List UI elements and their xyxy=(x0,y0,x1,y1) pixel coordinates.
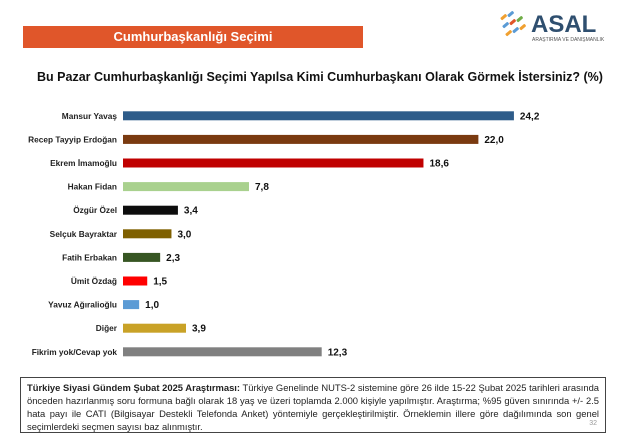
banner-title: Cumhurbaşkanlığı Seçimi xyxy=(23,26,363,48)
value-label: 22,0 xyxy=(484,135,504,146)
chart-title: Bu Pazar Cumhurbaşkanlığı Seçimi Yapılsa… xyxy=(37,70,603,84)
bar xyxy=(123,347,322,357)
bar xyxy=(123,323,186,333)
category-label: Mansur Yavaş xyxy=(62,111,118,121)
value-label: 3,9 xyxy=(192,324,206,335)
methodology-note: Türkiye Siyasi Gündem Şubat 2025 Araştır… xyxy=(20,377,606,433)
logo-tagline: ARAŞTIRMA VE DANIŞMANLIK xyxy=(532,37,605,43)
category-label: Diğer xyxy=(96,323,118,333)
category-label: Ümit Özdağ xyxy=(71,276,117,286)
value-label: 3,0 xyxy=(177,229,191,240)
page-number: 32 xyxy=(589,420,597,427)
bar-chart: Mansur Yavaş 24,2 Recep Tayyip Erdoğan 22,0… xyxy=(28,111,540,358)
value-label: 7,8 xyxy=(255,182,269,193)
category-label: Ekrem İmamoğlu xyxy=(50,158,117,168)
asal-logo: ASAL ARAŞTIRMA VE DANIŞMANLIK xyxy=(500,11,605,43)
value-label: 12,3 xyxy=(328,347,348,358)
bar xyxy=(123,276,148,286)
value-label: 24,2 xyxy=(520,111,540,122)
value-label: 2,3 xyxy=(166,253,180,264)
methodology-text: Türkiye Genelinde NUTS-2 sistemine göre … xyxy=(27,382,600,432)
bar xyxy=(123,111,514,121)
bar xyxy=(123,182,249,192)
bar xyxy=(123,300,140,310)
logo-mark-icon xyxy=(500,11,526,37)
value-label: 3,4 xyxy=(184,206,198,217)
logo-name: ASAL xyxy=(531,11,596,38)
category-label: Recep Tayyip Erdoğan xyxy=(28,134,117,144)
category-label: Özgür Özel xyxy=(73,205,117,215)
bar xyxy=(123,158,424,168)
methodology-heading: Türkiye Siyasi Gündem Şubat 2025 Araştır… xyxy=(27,382,241,393)
category-label: Selçuk Bayraktar xyxy=(50,229,118,239)
bar xyxy=(123,229,172,239)
category-label: Yavuz Ağıralioğlu xyxy=(48,300,117,310)
bars-group: Mansur Yavaş 24,2 Recep Tayyip Erdoğan 22,0… xyxy=(28,111,540,358)
category-label: Fatih Erbakan xyxy=(62,252,117,262)
value-label: 1,0 xyxy=(145,300,159,311)
category-label: Fikrim yok/Cevap yok xyxy=(32,347,118,357)
category-label: Hakan Fidan xyxy=(68,182,117,192)
value-label: 18,6 xyxy=(429,159,449,170)
bar xyxy=(123,205,178,215)
bar xyxy=(123,134,479,144)
bar xyxy=(123,252,161,262)
value-label: 1,5 xyxy=(153,277,167,288)
